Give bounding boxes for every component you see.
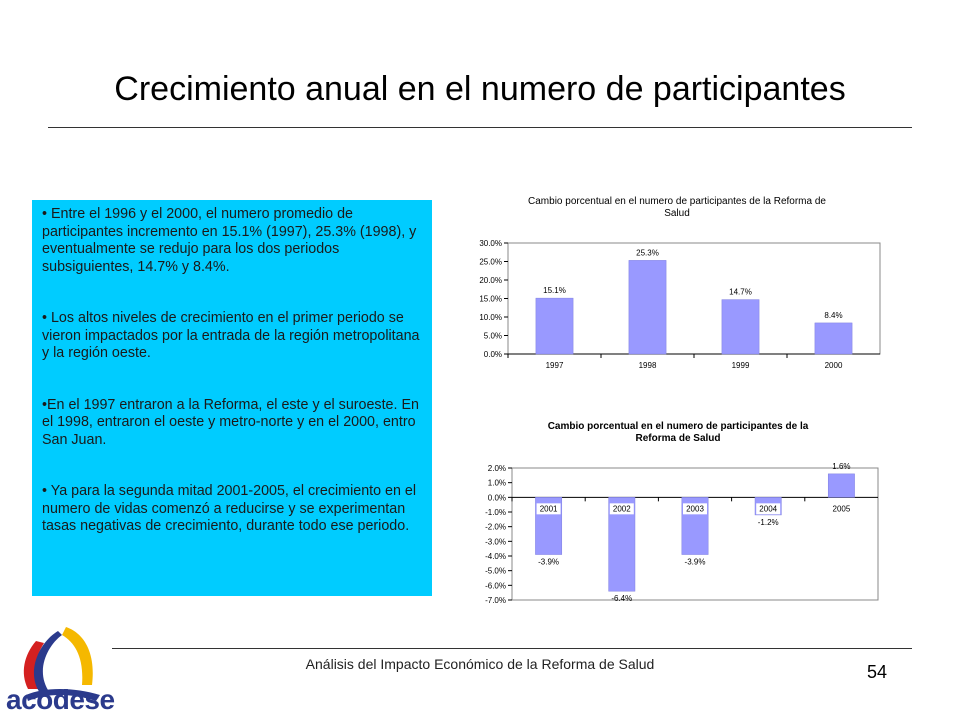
title-divider [48,127,912,128]
y-tick-label: 2.0% [488,464,506,473]
category-label: 2004 [759,504,777,513]
category-label: 2000 [825,361,843,370]
category-label: 2003 [686,504,704,513]
growth-chart-2001-2005: Cambio porcentual en el numero de partic… [485,421,879,605]
bullet-1: • Entre el 1996 y el 2000, el numero pro… [42,206,417,275]
bar [721,299,760,355]
y-tick-label: -6.0% [485,581,506,590]
logo-wordmark: acodese [6,684,115,715]
data-label: -1.2% [758,518,779,527]
data-label: 1.6% [832,462,850,471]
category-label: 1997 [546,361,564,370]
page-number: 54 [867,662,888,682]
category-label-bg [829,503,854,515]
acodese-logo-icon [23,627,100,701]
category-label-bg [609,503,634,515]
bullet-3: •En el 1997 entraron a la Reforma, el es… [42,396,419,448]
y-tick-label: -7.0% [485,596,506,605]
y-tick-label: 25.0% [479,258,502,267]
data-label: 8.4% [824,311,842,320]
y-tick-label: 1.0% [488,479,506,488]
bar [628,260,667,355]
category-label-bg [756,503,781,515]
y-tick-label: 15.0% [479,295,502,304]
data-label: -6.4% [611,594,632,603]
category-label: 2001 [540,504,558,513]
growth-chart-1996-2000: Cambio porcentual en el numero de partic… [479,196,881,370]
bar [827,473,855,498]
y-tick-label: 20.0% [479,276,502,285]
y-tick-label: -2.0% [485,523,506,532]
y-tick-label: -3.0% [485,537,506,546]
y-tick-label: 0.0% [484,350,502,359]
summary-text-box: • Entre el 1996 y el 2000, el numero pro… [32,200,432,596]
y-tick-label: -1.0% [485,508,506,517]
category-label-bg [536,503,561,515]
data-label: -3.9% [685,558,706,567]
footer-text: Análisis del Impacto Económico de la Ref… [305,656,655,672]
y-tick-label: 10.0% [479,313,502,322]
bar [814,322,853,355]
chart2-title-line1: Cambio porcentual en el numero de partic… [548,421,809,432]
plot-frame [511,467,879,601]
bar [535,297,574,355]
data-label: 14.7% [729,288,752,297]
slide-title: Crecimiento anual en el numero de partic… [114,70,846,108]
y-tick-label: 0.0% [488,493,506,502]
category-label: 1999 [732,361,750,370]
bullet-2: • Los altos niveles de crecimiento en el… [42,310,420,361]
category-label: 2005 [833,504,851,513]
chart1-title-line2: Salud [664,208,690,219]
footer-divider [112,648,912,649]
y-tick-label: -5.0% [485,567,506,576]
category-label: 2002 [613,504,631,513]
category-label: 1998 [639,361,657,370]
chart1-title-line1: Cambio porcentual en el numero de partic… [528,196,826,207]
category-label-bg [683,503,707,515]
y-tick-label: 5.0% [484,332,502,341]
data-label: 15.1% [543,286,566,295]
y-tick-label: 30.0% [479,239,502,248]
data-label: 25.3% [636,248,659,257]
bullet-4: • Ya para la segunda mitad 2001-2005, el… [42,483,417,534]
y-tick-label: -4.0% [485,552,506,561]
chart2-title-line2: Reforma de Salud [635,433,720,444]
data-label: -3.9% [538,558,559,567]
